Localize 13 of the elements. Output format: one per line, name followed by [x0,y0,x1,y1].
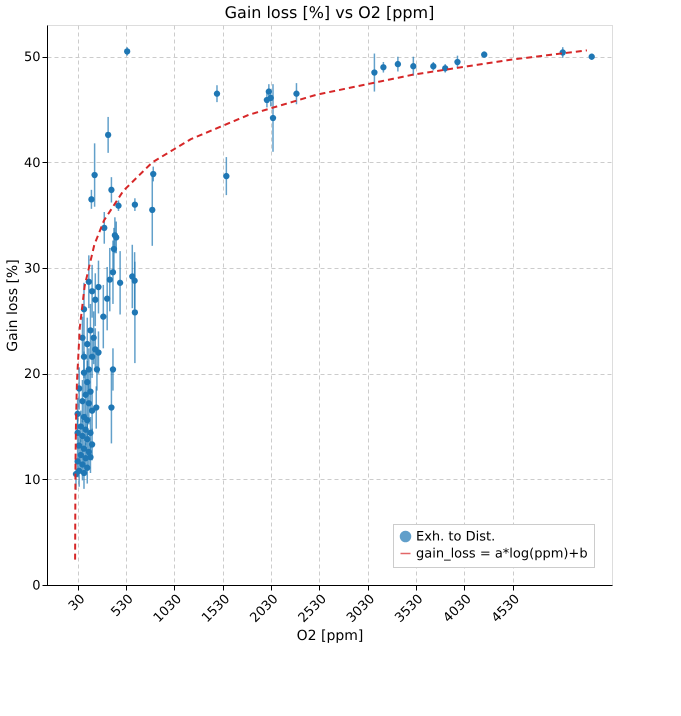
y-tick-label: 40 [24,156,40,171]
y-tick-label: 0 [32,578,40,594]
legend-label: gain_loss = a*log(ppm)+b [416,546,588,562]
y-tick-label: 10 [24,472,40,488]
y-tick-label: 20 [24,367,40,382]
y-tick-label: 30 [24,262,40,277]
x-tick-label: 530 [108,592,137,620]
y-tick-label: 50 [24,50,40,66]
legend-label: Exh. to Dist. [416,530,496,544]
x-tick-label: 30 [66,592,88,614]
chart-title: Gain loss [%] vs O2 [ppm] [224,3,434,22]
y-axis-title: Gain loss [%] [4,259,21,352]
x-axis-title: O2 [ppm] [296,628,364,644]
